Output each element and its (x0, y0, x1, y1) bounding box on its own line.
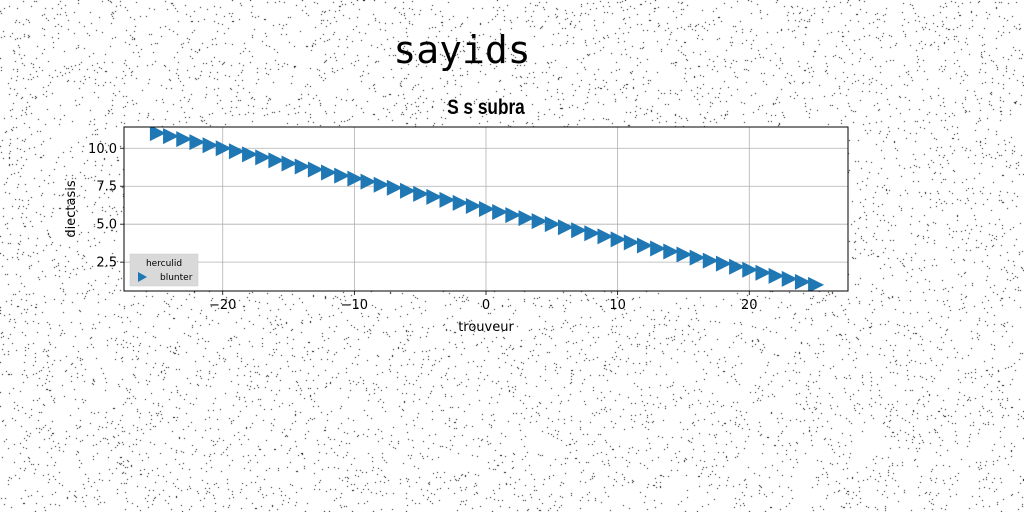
data-point (452, 194, 469, 211)
data-point (268, 152, 285, 169)
data-point (281, 155, 298, 172)
data-point (400, 182, 417, 199)
data-point (610, 231, 627, 248)
data-point (544, 216, 561, 233)
y-tick-label: 2.5 (96, 256, 117, 271)
data-point (413, 185, 430, 202)
data-point (465, 197, 482, 214)
data-point (518, 210, 535, 227)
data-point (426, 188, 443, 205)
legend-title: herculid (146, 259, 182, 269)
data-point (808, 276, 825, 291)
data-point (676, 246, 693, 263)
data-points (149, 127, 825, 291)
data-point (307, 161, 324, 178)
x-tick-label: −20 (209, 298, 236, 313)
data-point (228, 143, 245, 160)
data-point (492, 204, 509, 221)
x-tick-label: 10 (609, 298, 626, 313)
figure-suptitle: sayids (393, 28, 531, 72)
data-point (373, 176, 390, 193)
data-point (347, 170, 364, 187)
data-point (768, 267, 785, 284)
data-point (781, 270, 798, 287)
x-tick-label: −10 (341, 298, 368, 313)
data-point (702, 252, 719, 269)
data-point (321, 164, 338, 181)
y-tick-label: 10.0 (88, 142, 117, 157)
data-point (794, 273, 811, 290)
data-point (663, 243, 680, 260)
data-point (742, 261, 759, 278)
data-point (689, 249, 706, 266)
data-point (584, 225, 601, 242)
x-axis-ticks: −20 −10 0 10 20 (209, 291, 758, 313)
data-point (597, 228, 614, 245)
data-point (505, 207, 522, 224)
data-point (176, 131, 193, 148)
data-point (255, 149, 272, 166)
data-point (650, 240, 667, 257)
legend: herculid blunter (129, 253, 199, 287)
y-tick-label: 7.5 (96, 180, 117, 195)
data-point (189, 134, 206, 151)
y-axis-ticks: 2.5 5.0 7.5 10.0 (88, 142, 124, 271)
data-point (386, 179, 403, 196)
y-tick-label: 5.0 (96, 218, 117, 233)
data-point (360, 173, 377, 190)
legend-label-blunter: blunter (160, 273, 193, 283)
data-point (479, 201, 495, 217)
data-point (636, 237, 653, 254)
data-point (623, 234, 640, 251)
x-tick-label: 0 (482, 298, 490, 313)
data-point (149, 127, 166, 142)
chart-title: S s subra (447, 96, 525, 119)
data-point (163, 128, 180, 145)
data-point (729, 258, 746, 275)
data-point (557, 219, 574, 236)
data-point (439, 191, 456, 208)
data-point (755, 264, 772, 281)
data-point (294, 158, 311, 175)
data-point (242, 146, 259, 163)
legend-marker-blunter (138, 272, 147, 282)
data-point (202, 137, 219, 154)
legend-box (129, 253, 199, 287)
data-point (571, 222, 588, 239)
x-tick-label: 20 (741, 298, 758, 313)
y-axis-label: diectasis (64, 180, 79, 237)
data-point (715, 255, 732, 272)
data-point (334, 167, 351, 184)
data-point (215, 140, 232, 157)
data-point (531, 213, 548, 230)
x-axis-label: trouveur (458, 320, 514, 335)
